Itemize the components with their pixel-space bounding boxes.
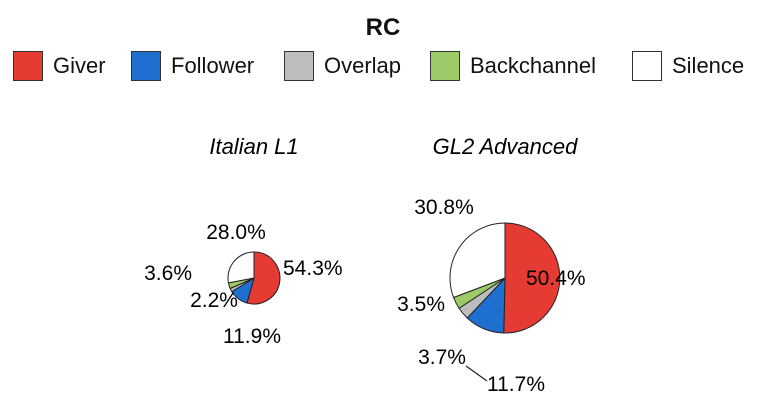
legend-swatch-backchannel bbox=[430, 51, 460, 81]
pct-label-backchannel: 3.6% bbox=[144, 262, 192, 285]
leader-line bbox=[465, 365, 488, 382]
legend-swatch-follower bbox=[131, 51, 161, 81]
pct-label-overlap: 2.2% bbox=[190, 289, 238, 312]
legend-label-silence: Silence bbox=[672, 53, 745, 78]
pct-label-overlap: 3.7% bbox=[418, 346, 466, 369]
legend-label-follower: Follower bbox=[171, 53, 255, 78]
pie-slice-giver bbox=[246, 251, 281, 305]
pct-label-follower: 11.7% bbox=[487, 373, 545, 396]
legend-label-backchannel: Backchannel bbox=[470, 53, 596, 78]
legend-item-overlap: Overlap bbox=[284, 48, 401, 84]
legend-swatch-giver bbox=[13, 51, 43, 81]
pie-italian-l1: Italian L1 54.3% 11.9% 2.2% 3.6% 28.0% bbox=[144, 134, 342, 348]
legend-item-giver: Giver bbox=[13, 48, 106, 84]
pie-slice-silence bbox=[449, 222, 506, 299]
pie-slice-silence bbox=[227, 251, 255, 284]
legend-label-overlap: Overlap bbox=[324, 53, 402, 78]
pie-title-gl2-advanced: GL2 Advanced bbox=[433, 134, 578, 159]
pct-label-follower: 11.9% bbox=[223, 325, 281, 348]
pct-label-backchannel: 3.5% bbox=[397, 293, 445, 316]
legend-item-silence: Silence bbox=[632, 48, 744, 84]
pct-label-giver: 54.3% bbox=[283, 257, 343, 280]
pct-label-silence: 30.8% bbox=[414, 196, 474, 219]
chart-title: RC bbox=[365, 14, 401, 41]
pie-slice-giver bbox=[503, 222, 561, 334]
pie-title-italian-l1: Italian L1 bbox=[209, 134, 298, 159]
legend-swatch-silence bbox=[632, 51, 662, 81]
pie-gl2-advanced: GL2 Advanced 50.4% 11.7% 3.7% 3.5% 30.8% bbox=[397, 134, 585, 396]
legend-label-giver: Giver bbox=[53, 53, 106, 78]
legend-item-follower: Follower bbox=[131, 48, 254, 84]
legend: Giver Follower Overlap Backchannel Silen… bbox=[0, 48, 766, 84]
pct-label-silence: 28.0% bbox=[206, 221, 266, 244]
pct-label-giver: 50.4% bbox=[526, 267, 586, 290]
legend-swatch-overlap bbox=[284, 51, 314, 81]
legend-item-backchannel: Backchannel bbox=[430, 48, 596, 84]
